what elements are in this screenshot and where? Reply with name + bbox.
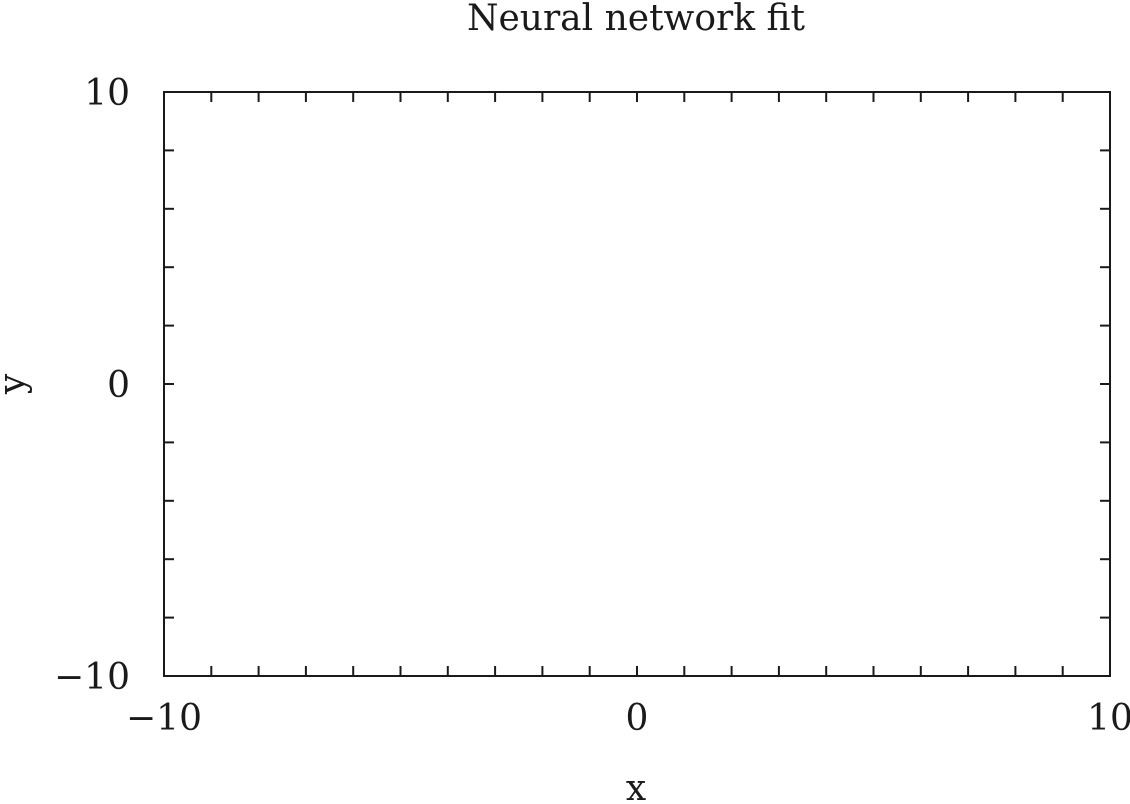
axis-ticks <box>164 92 1110 676</box>
x-tick-label: 0 <box>626 698 649 739</box>
x-tick-label: −10 <box>126 698 202 739</box>
x-axis-label: x <box>626 768 646 804</box>
tick-labels: −10 0 10 −10 0 10 <box>54 73 1130 739</box>
y-tick-label: −10 <box>54 657 130 698</box>
plot-frame <box>163 91 1111 677</box>
y-tick-label: 10 <box>84 73 130 114</box>
chart-title: Neural network fit <box>467 0 806 39</box>
x-tick-label: 10 <box>1087 698 1130 739</box>
y-axis-label: y <box>0 373 33 395</box>
y-tick-label: 0 <box>107 365 130 406</box>
